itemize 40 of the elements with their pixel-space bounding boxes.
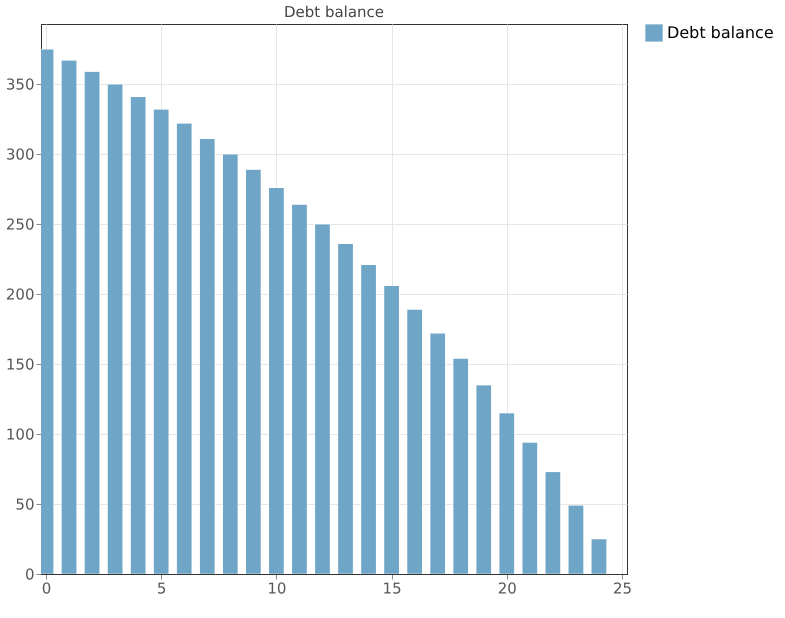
bar (153, 109, 170, 574)
bar (245, 169, 262, 574)
x-tick-label: 0 (42, 580, 52, 598)
bar (130, 96, 146, 574)
y-tick-label: 0 (24, 566, 34, 584)
chart-title: Debt balance (284, 3, 384, 21)
bar (222, 154, 238, 574)
x-tick-label: 10 (267, 580, 286, 598)
bar (476, 384, 492, 574)
y-tick-label: 200 (6, 286, 34, 304)
bar (314, 224, 330, 574)
x-tick-label: 20 (498, 580, 517, 598)
bar (199, 138, 216, 574)
bar (545, 472, 561, 574)
x-tick-label: 15 (382, 580, 402, 598)
y-tick-label: 150 (6, 356, 34, 374)
bar (176, 123, 192, 574)
bar (406, 309, 423, 574)
bar (338, 243, 354, 574)
bar (452, 358, 469, 574)
bar (384, 285, 400, 574)
y-tick-label: 250 (6, 216, 34, 234)
y-tick-label: 100 (6, 426, 34, 444)
bar (84, 71, 100, 574)
y-tick-label: 350 (6, 76, 34, 94)
bar (268, 187, 284, 574)
x-tick-label: 5 (156, 580, 166, 598)
legend-label: Debt balance (667, 23, 774, 42)
x-tick-label: 25 (612, 580, 632, 598)
y-tick-label: 300 (6, 146, 34, 164)
bar (61, 60, 77, 574)
y-tick-label: 50 (15, 496, 34, 514)
bar (498, 412, 515, 574)
bar (522, 442, 538, 574)
bar (568, 505, 584, 574)
bar (360, 264, 376, 574)
bar (430, 333, 446, 574)
bar (107, 84, 123, 574)
bar (591, 538, 607, 574)
bar (292, 204, 308, 574)
